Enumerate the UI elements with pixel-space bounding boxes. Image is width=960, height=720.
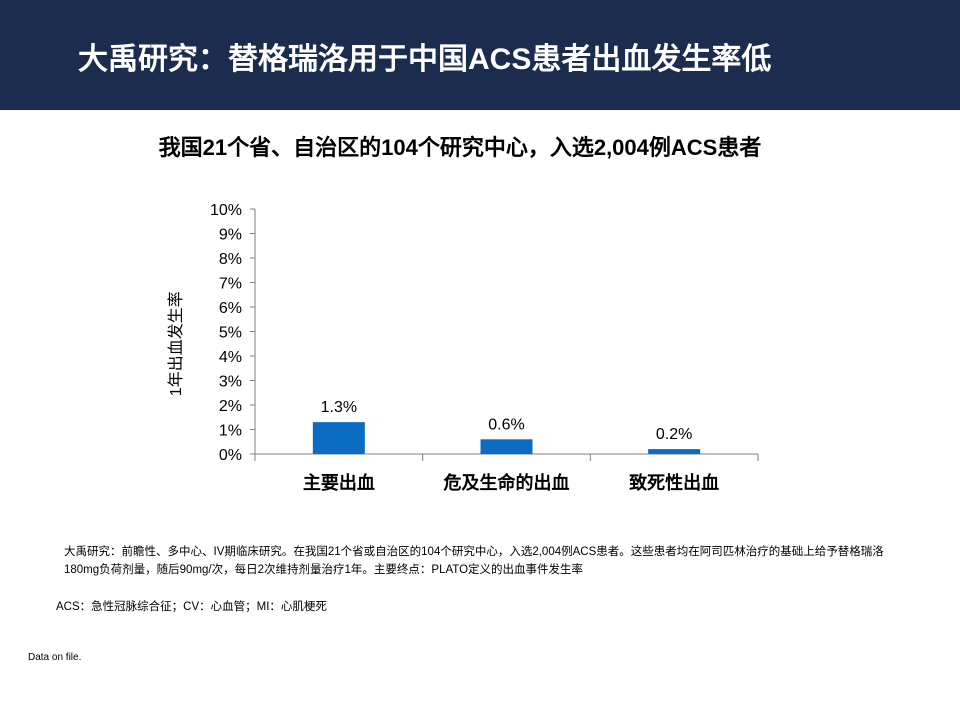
y-tick-label: 7%: [219, 276, 242, 293]
slide-title: 大禹研究：替格瑞洛用于中国ACS患者出血发生率低: [78, 43, 772, 76]
data-label-1: 1.3%: [321, 399, 357, 416]
bar-1: [312, 422, 365, 454]
y-axis-title: 1年出血发生率: [167, 291, 185, 396]
y-tick-label: 8%: [219, 251, 242, 268]
bar-2: [480, 439, 533, 454]
study-footnote: 大禹研究：前瞻性、多中心、IV期临床研究。在我国21个省或自治区的104个研究中…: [64, 546, 884, 576]
y-tick-label: 4%: [219, 349, 242, 366]
y-tick-label: 1%: [219, 423, 242, 440]
y-tick-label: 6%: [219, 300, 242, 317]
chart-subtitle: 我国21个省、自治区的104个研究中心，入选2,004例ACS患者: [158, 135, 762, 160]
data-source-note: Data on file.: [28, 652, 82, 663]
category-label-1: 主要出血: [303, 472, 375, 493]
chart-labels: 1.3% 主要出血 0.6% 危及生命的出血 0.2% 致死性出血: [303, 399, 719, 493]
y-tick-label: 2%: [219, 398, 242, 415]
data-label-3: 0.2%: [656, 426, 692, 443]
y-tick-label: 5%: [219, 325, 242, 342]
category-label-2: 危及生命的出血: [443, 472, 570, 493]
chart-bars: [312, 422, 701, 454]
chart-axes: 0% 1% 2% 3% 4% 5% 6% 7% 8% 9% 10% 1年出血发生率: [167, 202, 759, 464]
y-tick-label: 9%: [219, 227, 242, 244]
bar-chart: 0% 1% 2% 3% 4% 5% 6% 7% 8% 9% 10% 1年出血发生率 1.3% 主要出血 0…: [167, 202, 759, 493]
category-label-3: 致死性出血: [629, 472, 719, 493]
y-tick-label: 0%: [219, 447, 242, 464]
title-bar: 大禹研究：替格瑞洛用于中国ACS患者出血发生率低: [0, 0, 960, 110]
y-tick-label: 3%: [219, 374, 242, 391]
data-label-2: 0.6%: [488, 416, 524, 433]
bar-3: [648, 449, 701, 454]
y-tick-label: 10%: [210, 202, 242, 219]
abbreviations-note: ACS：急性冠脉综合征；CV：心血管；MI：心肌梗死: [56, 601, 327, 613]
